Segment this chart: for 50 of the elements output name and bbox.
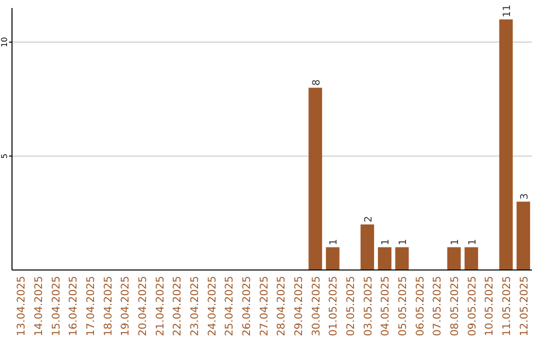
x-tick-label: 10.05.2025 xyxy=(484,276,496,336)
x-tick-label: 27.04.2025 xyxy=(258,276,270,336)
x-tick-label: 03.05.2025 xyxy=(362,276,374,336)
data-label: 8 xyxy=(311,79,322,86)
bar xyxy=(308,88,322,270)
x-tick-label: 09.05.2025 xyxy=(466,276,478,336)
bar xyxy=(516,202,530,270)
bar xyxy=(499,19,513,270)
x-tick-label: 17.04.2025 xyxy=(85,276,97,336)
bar xyxy=(447,247,461,270)
data-label: 1 xyxy=(328,238,340,246)
data-label: 1 xyxy=(450,238,461,246)
x-tick-label: 08.05.2025 xyxy=(449,276,461,336)
data-label: 2 xyxy=(363,216,374,222)
y-tick-label: 5 xyxy=(0,154,9,159)
x-tick-label: 21.04.2025 xyxy=(154,276,166,336)
x-tick-label: 06.05.2025 xyxy=(414,276,426,336)
y-tick-label: 10 xyxy=(0,37,9,48)
x-tick-label: 28.04.2025 xyxy=(276,276,288,336)
x-tick-label: 29.04.2025 xyxy=(293,276,305,336)
x-tick-label: 01.05.2025 xyxy=(328,276,340,336)
bar xyxy=(360,224,374,270)
x-tick-label: 19.04.2025 xyxy=(120,276,132,336)
x-tick-label: 07.05.2025 xyxy=(432,276,444,336)
x-tick-label: 13.04.2025 xyxy=(16,276,28,336)
x-tick-label: 02.05.2025 xyxy=(345,276,357,336)
x-tick-label: 26.04.2025 xyxy=(241,276,253,336)
bar xyxy=(464,247,478,270)
data-label: 1 xyxy=(467,238,478,246)
x-tick-label: 30.04.2025 xyxy=(310,276,322,336)
data-label: 3 xyxy=(519,193,530,200)
x-tick-label: 25.04.2025 xyxy=(224,276,236,336)
x-tick-label: 23.04.2025 xyxy=(189,276,201,336)
x-tick-label: 20.04.2025 xyxy=(137,276,149,336)
data-label: 1 xyxy=(398,238,409,246)
data-label: 11 xyxy=(502,4,513,18)
x-tick-label: 18.04.2025 xyxy=(102,276,114,336)
bar xyxy=(378,247,392,270)
x-tick-label: 24.04.2025 xyxy=(206,276,218,336)
x-tick-label: 22.04.2025 xyxy=(172,276,184,336)
x-tick-label: 11.05.2025 xyxy=(501,276,513,336)
bar xyxy=(326,247,340,270)
bar xyxy=(395,247,409,270)
x-tick-label: 15.04.2025 xyxy=(50,276,62,336)
data-label: 1 xyxy=(380,238,392,246)
x-tick-label: 05.05.2025 xyxy=(397,276,409,336)
x-tick-label: 04.05.2025 xyxy=(380,276,392,336)
x-tick-label: 16.04.2025 xyxy=(68,276,80,336)
x-tick-label: 14.04.2025 xyxy=(33,276,45,336)
x-tick-label: 12.05.2025 xyxy=(518,276,530,336)
